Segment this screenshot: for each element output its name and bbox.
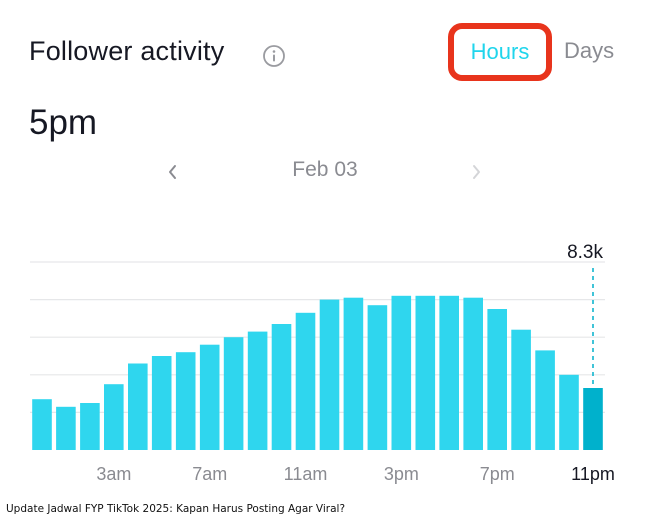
page-title: Follower activity bbox=[29, 36, 225, 66]
x-tick-11pm: 11pm bbox=[571, 464, 615, 484]
x-tick-11am: 11am bbox=[284, 464, 328, 484]
bar-5pm bbox=[439, 295, 459, 450]
bar-11am bbox=[295, 312, 316, 450]
selected-value-label: 8.3k bbox=[567, 242, 603, 263]
bar-5am bbox=[151, 356, 172, 450]
tab-days[interactable]: Days bbox=[564, 38, 615, 63]
chevron-left-icon[interactable] bbox=[160, 158, 186, 186]
date-label: Feb 03 bbox=[292, 158, 358, 181]
bar-12pm bbox=[319, 299, 340, 450]
bar-10pm bbox=[559, 374, 579, 450]
follower-activity-chart: 8.3k 3am 7am 11am 3pm 7pm 11pm bbox=[30, 242, 615, 484]
x-tick-7pm: 7pm bbox=[480, 464, 515, 484]
bar-6am bbox=[175, 352, 196, 450]
bar-1pm bbox=[343, 297, 364, 450]
bar-12am bbox=[32, 399, 52, 450]
bar-3am bbox=[104, 384, 124, 450]
info-icon[interactable] bbox=[262, 44, 286, 68]
image-caption: Update Jadwal FYP TikTok 2025: Kapan Har… bbox=[6, 503, 346, 515]
bar-8pm bbox=[511, 329, 531, 450]
bar-3pm bbox=[391, 295, 412, 450]
bar-4am bbox=[128, 363, 148, 450]
bar-6pm bbox=[463, 297, 483, 450]
bar-2pm bbox=[367, 305, 388, 450]
chevron-right-icon[interactable] bbox=[463, 158, 489, 186]
x-tick-3am: 3am bbox=[96, 464, 131, 484]
bar-8am bbox=[223, 337, 244, 450]
bar-2am bbox=[80, 403, 100, 450]
hours-highlight-box bbox=[448, 23, 552, 81]
bar-10am bbox=[271, 324, 292, 450]
tab-hours[interactable]: Hours bbox=[470, 39, 530, 64]
x-tick-3pm: 3pm bbox=[384, 464, 419, 484]
bar-1am bbox=[56, 406, 76, 450]
bar-9pm bbox=[535, 350, 555, 450]
bar-4pm bbox=[415, 295, 436, 450]
bar-9am bbox=[247, 331, 268, 450]
selected-hour-label: 5pm bbox=[29, 103, 98, 142]
x-tick-7am: 7am bbox=[192, 464, 227, 484]
bar-11pm bbox=[583, 388, 603, 450]
bar-7pm bbox=[487, 309, 507, 450]
bar-7am bbox=[199, 344, 220, 450]
